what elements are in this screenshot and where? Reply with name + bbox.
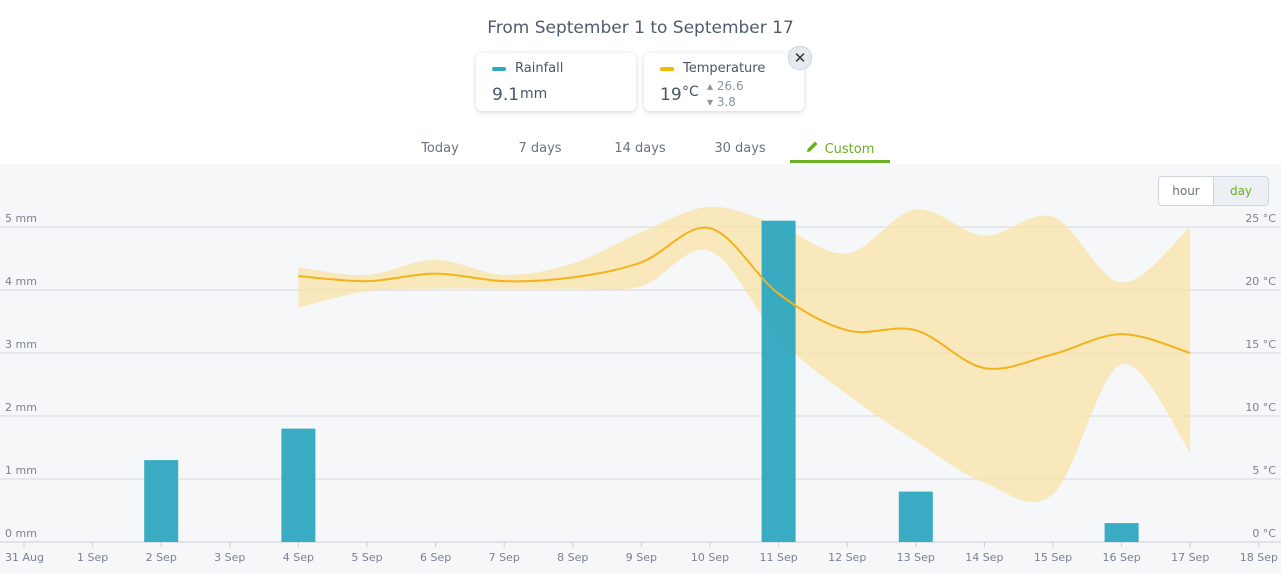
x-tick-label: 15 Sep (1034, 551, 1072, 564)
x-tick-label: 11 Sep (759, 551, 797, 564)
x-tick-label: 14 Sep (965, 551, 1003, 564)
rainfall-swatch (492, 67, 506, 71)
tab-custom[interactable]: Custom (800, 140, 880, 157)
x-tick-label: 3 Sep (214, 551, 245, 564)
rainfall-card: Rainfall 9.1 mm (476, 53, 636, 111)
page-title: From September 1 to September 17 (487, 18, 794, 38)
pencil-icon (806, 140, 819, 157)
temperature-range-band (298, 206, 1191, 503)
temperature-swatch (660, 67, 674, 71)
y-right-tick-label: 20 °C (1245, 275, 1276, 288)
day-button[interactable]: day (1213, 177, 1268, 205)
rainfall-bar (1104, 523, 1139, 542)
rainfall-label: Rainfall (515, 61, 564, 76)
hour-button[interactable]: hour (1172, 184, 1200, 198)
x-tick-label: 7 Sep (489, 551, 520, 564)
rainfall-bar (281, 428, 316, 542)
x-tick-label: 1 Sep (77, 551, 108, 564)
active-tab-indicator (790, 160, 890, 163)
x-tick-label: 12 Sep (828, 551, 866, 564)
x-tick-label: 13 Sep (897, 551, 935, 564)
rainfall-value: 9.1 (492, 85, 520, 105)
granularity-toggle: hour day (1158, 176, 1269, 206)
y-right-tick-label: 0 °C (1252, 527, 1276, 540)
x-tick-label: 17 Sep (1171, 551, 1209, 564)
temperature-unit: °C (682, 84, 699, 100)
temperature-card: Temperature 19 °C ▴ 26.6 ▾ 3.8 (644, 53, 804, 111)
temperature-max-value: 26.6 (716, 79, 744, 93)
x-tick-label: 2 Sep (146, 551, 177, 564)
temperature-value: 19 (660, 85, 682, 105)
rainfall-bar (898, 491, 933, 542)
x-tick-label: 4 Sep (283, 551, 314, 564)
tab-today[interactable]: Today (421, 141, 459, 156)
temperature-min: ▾ 3.8 (707, 95, 736, 109)
rainfall-unit: mm (520, 86, 548, 102)
x-tick-label: 5 Sep (351, 551, 382, 564)
y-left-tick-label: 2 mm (5, 401, 37, 414)
y-right-tick-label: 15 °C (1245, 338, 1276, 351)
y-left-tick-label: 4 mm (5, 275, 37, 288)
x-tick-label: 31 Aug (5, 551, 44, 564)
tab-30-days[interactable]: 30 days (714, 141, 766, 156)
y-left-tick-label: 3 mm (5, 338, 37, 351)
temperature-min-value: 3.8 (716, 95, 736, 109)
x-tick-label: 18 Sep (1240, 551, 1278, 564)
y-left-tick-label: 1 mm (5, 464, 37, 477)
x-tick-label: 6 Sep (420, 551, 451, 564)
temperature-max: ▴ 26.6 (707, 79, 744, 93)
y-right-tick-label: 5 °C (1252, 464, 1276, 477)
y-right-tick-label: 25 °C (1245, 212, 1276, 225)
rainfall-bar (144, 460, 179, 542)
x-tick-label: 16 Sep (1102, 551, 1140, 564)
close-icon[interactable]: ✕ (788, 46, 812, 70)
x-tick-label: 9 Sep (626, 551, 657, 564)
tab-7-days[interactable]: 7 days (518, 141, 562, 156)
x-tick-label: 8 Sep (557, 551, 588, 564)
y-right-tick-label: 10 °C (1245, 401, 1276, 414)
max-arrow-icon: ▴ (707, 79, 714, 93)
tab-14-days[interactable]: 14 days (614, 141, 666, 156)
min-arrow-icon: ▾ (707, 95, 714, 109)
tab-custom-label: Custom (824, 142, 875, 157)
y-left-tick-label: 0 mm (5, 527, 37, 540)
y-left-tick-label: 5 mm (5, 212, 37, 225)
rainfall-bar (761, 220, 796, 542)
temperature-label: Temperature (683, 61, 766, 76)
temperature-line (298, 226, 1191, 370)
x-tick-label: 10 Sep (691, 551, 729, 564)
